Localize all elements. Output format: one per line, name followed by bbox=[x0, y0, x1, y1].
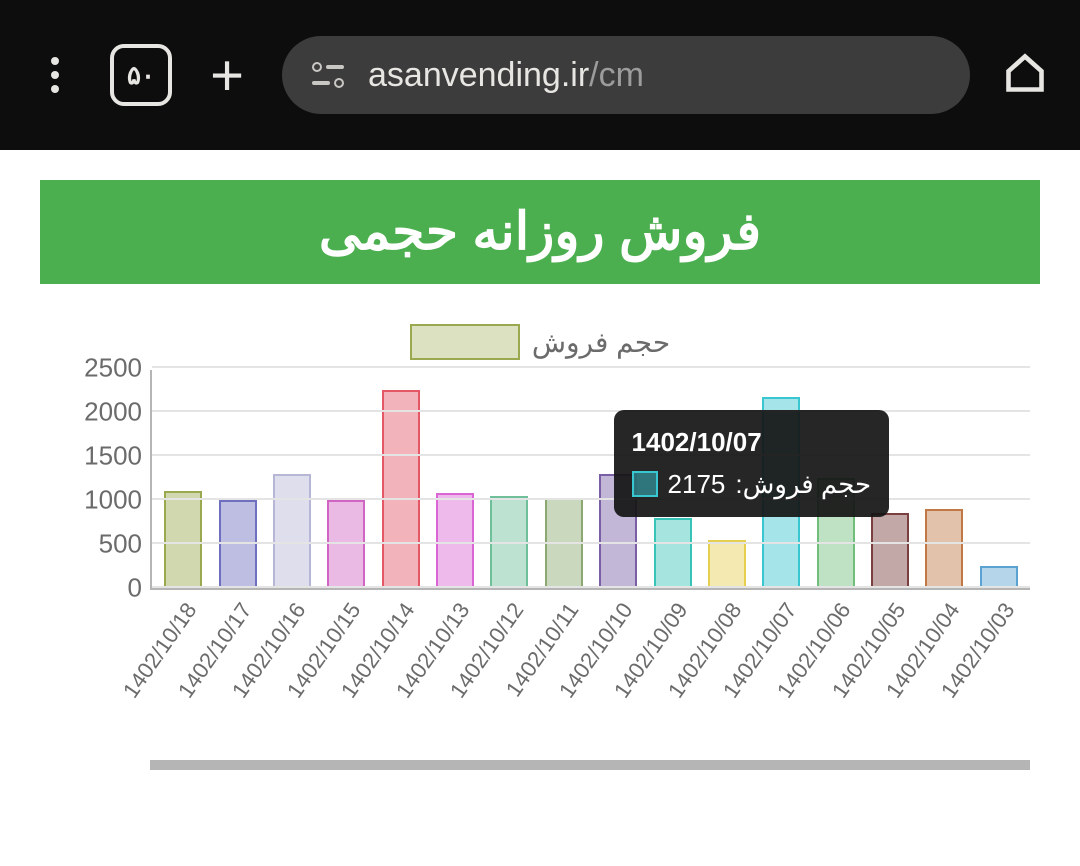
chart-bar-slot[interactable] bbox=[210, 370, 264, 588]
new-tab-icon[interactable]: + bbox=[202, 42, 252, 109]
chart-bar-slot[interactable] bbox=[374, 370, 428, 588]
chart-bar[interactable] bbox=[436, 493, 474, 588]
chart-bar[interactable] bbox=[925, 509, 963, 588]
chart-bar[interactable] bbox=[382, 390, 420, 588]
browser-toolbar: ۵۰ + asanvending.ir/cm bbox=[0, 0, 1080, 150]
chart-y-tick-label: 1500 bbox=[84, 441, 152, 472]
tab-count-button[interactable]: ۵۰ bbox=[110, 44, 172, 106]
url-host: asanvending.ir/cm bbox=[368, 56, 644, 95]
chart-bar[interactable] bbox=[654, 518, 692, 588]
chart-bar[interactable] bbox=[164, 491, 202, 588]
chart-x-label-slot: 1402/10/03 bbox=[972, 590, 1027, 760]
chart-bar-slot[interactable] bbox=[537, 370, 591, 588]
chart-y-tick-label: 0 bbox=[128, 573, 152, 604]
legend-label: حجم فروش bbox=[532, 326, 670, 359]
chart-gridline: 2500 bbox=[152, 366, 1030, 368]
chart-gridline: 500 bbox=[152, 542, 1030, 544]
chart-gridline: 0 bbox=[152, 586, 1030, 588]
site-settings-icon[interactable] bbox=[312, 57, 348, 93]
chart-gridline: 2000 bbox=[152, 410, 1030, 412]
page-content: فروش روزانه حجمی حجم فروش 0 500 1000 1500 20… bbox=[0, 150, 1080, 800]
page-title: فروش روزانه حجمی bbox=[40, 180, 1040, 284]
chart-y-tick-label: 2500 bbox=[84, 353, 152, 384]
chart-gridline: 1000 bbox=[152, 498, 1030, 500]
url-bar[interactable]: asanvending.ir/cm bbox=[282, 36, 970, 114]
tooltip-value-label: حجم فروش: bbox=[735, 464, 871, 506]
chart-legend: حجم فروش bbox=[40, 324, 1040, 360]
chart-bar-slot[interactable] bbox=[972, 370, 1026, 588]
chart-bar[interactable] bbox=[708, 540, 746, 588]
home-icon[interactable] bbox=[1000, 51, 1050, 100]
sales-volume-chart: حجم فروش 0 500 1000 1500 2000 2500 1402/10/18… bbox=[40, 324, 1040, 770]
chart-bar[interactable] bbox=[871, 513, 909, 588]
chart-bar-slot[interactable] bbox=[319, 370, 373, 588]
chart-bar[interactable] bbox=[219, 500, 257, 588]
chart-bar-slot[interactable] bbox=[917, 370, 971, 588]
chart-y-tick-label: 500 bbox=[99, 529, 152, 560]
tooltip-swatch bbox=[632, 471, 658, 497]
chart-x-axis-labels: 1402/10/181402/10/171402/10/161402/10/15… bbox=[150, 590, 1030, 760]
menu-icon[interactable] bbox=[30, 57, 80, 93]
chart-y-tick-label: 1000 bbox=[84, 485, 152, 516]
chart-bars bbox=[152, 370, 1030, 588]
chart-gridline: 1500 bbox=[152, 454, 1030, 456]
chart-y-tick-label: 2000 bbox=[84, 397, 152, 428]
chart-plot-area: 05001000150020002500 bbox=[150, 370, 1030, 590]
chart-bar-slot[interactable] bbox=[482, 370, 536, 588]
chart-bar[interactable] bbox=[273, 474, 311, 588]
legend-swatch bbox=[410, 324, 520, 360]
tooltip-category: 1402/10/07 bbox=[632, 422, 872, 464]
chart-bar-slot[interactable] bbox=[428, 370, 482, 588]
chart-bar[interactable] bbox=[980, 566, 1018, 588]
chart-tooltip: 1402/10/07 حجم فروش: 2175 bbox=[614, 410, 890, 517]
tooltip-value: 2175 bbox=[668, 464, 726, 506]
chart-bar-slot[interactable] bbox=[156, 370, 210, 588]
chart-bar-slot[interactable] bbox=[265, 370, 319, 588]
chart-scrollbar[interactable] bbox=[150, 760, 1030, 770]
chart-bar[interactable] bbox=[327, 500, 365, 588]
